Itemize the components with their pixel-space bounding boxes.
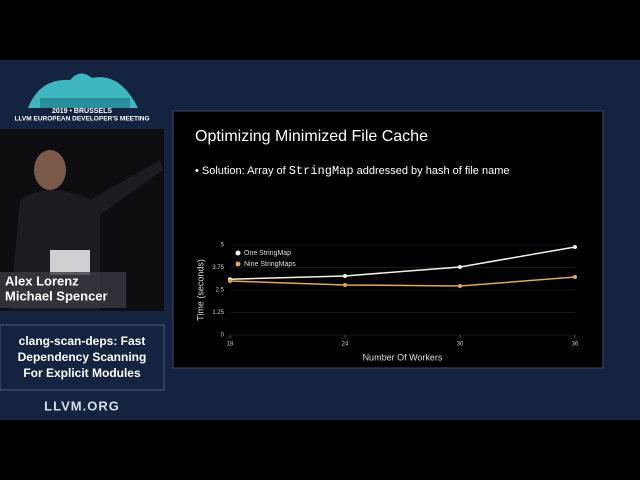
x-tick-label: 24	[342, 342, 349, 348]
bullet-code: StringMap	[289, 164, 354, 178]
point	[458, 264, 462, 269]
point	[458, 284, 462, 289]
chart: 0 1.25 2.5 3.75 5 18 24 30 36 Number Of Workers Ti…	[195, 243, 579, 363]
y-tick-label: 5	[221, 243, 225, 249]
x-axis-label: Number Of Workers	[363, 352, 443, 362]
point	[228, 279, 232, 283]
bullet-text: • Solution: Array of	[195, 165, 289, 177]
slide	[172, 110, 604, 369]
legend-marker	[235, 250, 241, 256]
point	[573, 275, 577, 280]
speaker-video	[0, 129, 164, 311]
slide-bullet: • Solution: Array of StringMap addressed…	[195, 164, 509, 178]
x-tick-label: 18	[227, 342, 234, 348]
bullet-text: addressed by hash of file name	[354, 165, 510, 177]
logo	[28, 73, 138, 108]
talk-title: Dependency Scanning	[18, 350, 147, 364]
point	[573, 244, 577, 249]
speaker-name: Michael Spencer	[5, 288, 108, 303]
talk-title: clang-scan-deps: Fast	[19, 334, 146, 348]
talk-title: For Explicit Modules	[23, 366, 141, 380]
slide-title: Optimizing Minimized File Cache	[195, 128, 428, 145]
y-tick-label: 0	[221, 333, 225, 339]
point	[343, 273, 347, 278]
event-name: LLVM EUROPEAN DEVELOPER'S MEETING	[14, 116, 149, 123]
series-line	[229, 246, 576, 280]
y-tick-label: 3.75	[212, 265, 224, 271]
laptop	[50, 250, 90, 275]
y-axis-label: Time (seconds)	[195, 259, 205, 321]
speaker-head	[34, 150, 66, 190]
logo-skyline	[40, 98, 130, 108]
name-caption	[0, 272, 126, 308]
point	[343, 282, 347, 287]
y-tick-label: 2.5	[216, 288, 225, 294]
series-line	[229, 276, 576, 287]
site: LLVM.ORG	[44, 398, 120, 413]
legend-label: Nine StringMaps	[244, 261, 296, 268]
talk-box	[0, 324, 165, 391]
x-tick-label: 36	[572, 342, 579, 348]
x-tick-label: 30	[457, 342, 464, 348]
legend-label: One StringMap	[244, 250, 291, 257]
legend-marker	[235, 261, 241, 267]
speaker-name: Alex Lorenz	[5, 273, 79, 288]
event-year: 2019 • BRUSSELS	[52, 108, 112, 115]
y-tick-label: 1.25	[212, 310, 224, 316]
